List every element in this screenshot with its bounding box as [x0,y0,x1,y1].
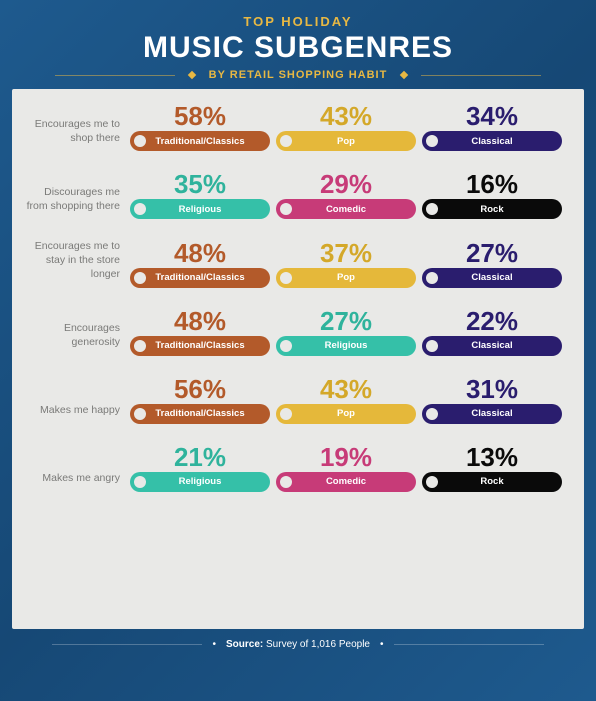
title-sub-text: BY RETAIL SHOPPING HABIT [209,69,388,81]
bar: 58%Traditional/Classics [130,103,270,151]
title-top: TOP HOLIDAY [12,14,584,29]
bar-percent: 37% [320,240,372,266]
row-label: Encourages generosity [24,321,130,355]
bar-pill: Classical [422,336,562,356]
bar-pill: Rock [422,472,562,492]
bar: 34%Classical [422,103,562,151]
bar: 29%Comedic [276,171,416,219]
row-label: Encourages me to shop there [24,117,130,151]
bar-percent: 34% [466,103,518,129]
diamond-icon [400,71,408,79]
bars-group: 58%Traditional/Classics43%Pop34%Classica… [130,103,572,151]
footer: • Source: Survey of 1,016 People • [12,639,584,650]
chart-row: Makes me happy56%Traditional/Classics43%… [24,376,572,424]
row-label: Makes me happy [24,403,130,423]
bar: 43%Pop [276,103,416,151]
chart-row: Encourages generosity48%Traditional/Clas… [24,308,572,356]
footer-text: Source: Survey of 1,016 People [226,639,370,650]
chart-row: Makes me angry21%Religious19%Comedic13%R… [24,444,572,492]
chart-row: Encourages me to shop there58%Traditiona… [24,103,572,151]
bar: 19%Comedic [276,444,416,492]
bar: 13%Rock [422,444,562,492]
bar-pill: Comedic [276,472,416,492]
footer-dot: • [380,639,384,650]
infographic-container: TOP HOLIDAY MUSIC SUBGENRES BY RETAIL SH… [0,0,596,701]
bar-pill: Comedic [276,199,416,219]
header: TOP HOLIDAY MUSIC SUBGENRES BY RETAIL SH… [12,12,584,89]
bar-pill: Religious [130,472,270,492]
bar-pill: Pop [276,131,416,151]
bar-pill: Pop [276,404,416,424]
bar: 43%Pop [276,376,416,424]
bar-percent: 16% [466,171,518,197]
bar: 31%Classical [422,376,562,424]
bars-group: 48%Traditional/Classics37%Pop27%Classica… [130,240,572,288]
bar: 27%Classical [422,240,562,288]
bar-percent: 13% [466,444,518,470]
bar-percent: 58% [174,103,226,129]
chart-panel: Encourages me to shop there58%Traditiona… [12,89,584,629]
row-label: Makes me angry [24,471,130,491]
bar: 22%Classical [422,308,562,356]
bar-pill: Classical [422,268,562,288]
bar: 56%Traditional/Classics [130,376,270,424]
diamond-icon [187,71,195,79]
bar-percent: 48% [174,240,226,266]
bar-percent: 43% [320,376,372,402]
row-label: Discourages me from shopping there [24,185,130,219]
bars-group: 21%Religious19%Comedic13%Rock [130,444,572,492]
bar-percent: 19% [320,444,372,470]
bar: 37%Pop [276,240,416,288]
bar: 48%Traditional/Classics [130,240,270,288]
bar: 35%Religious [130,171,270,219]
bar-pill: Traditional/Classics [130,268,270,288]
bar-pill: Pop [276,268,416,288]
bar-percent: 35% [174,171,226,197]
bar-pill: Classical [422,131,562,151]
bar-percent: 27% [466,240,518,266]
bar-pill: Traditional/Classics [130,131,270,151]
bar-percent: 43% [320,103,372,129]
footer-dot: • [212,639,216,650]
title-sub: BY RETAIL SHOPPING HABIT [12,69,584,81]
bars-group: 35%Religious29%Comedic16%Rock [130,171,572,219]
bar-percent: 48% [174,308,226,334]
bar-pill: Rock [422,199,562,219]
row-label: Encourages me to stay in the store longe… [24,239,130,288]
bar: 21%Religious [130,444,270,492]
bar-percent: 21% [174,444,226,470]
bars-group: 48%Traditional/Classics27%Religious22%Cl… [130,308,572,356]
bar-percent: 27% [320,308,372,334]
bar-percent: 56% [174,376,226,402]
bar: 48%Traditional/Classics [130,308,270,356]
bars-group: 56%Traditional/Classics43%Pop31%Classica… [130,376,572,424]
bar-pill: Classical [422,404,562,424]
bar: 27%Religious [276,308,416,356]
bar-percent: 22% [466,308,518,334]
chart-row: Encourages me to stay in the store longe… [24,239,572,288]
bar-percent: 29% [320,171,372,197]
bar: 16%Rock [422,171,562,219]
bar-pill: Traditional/Classics [130,404,270,424]
title-main: MUSIC SUBGENRES [12,31,584,65]
chart-row: Discourages me from shopping there35%Rel… [24,171,572,219]
bar-percent: 31% [466,376,518,402]
bar-pill: Traditional/Classics [130,336,270,356]
bar-pill: Religious [130,199,270,219]
bar-pill: Religious [276,336,416,356]
